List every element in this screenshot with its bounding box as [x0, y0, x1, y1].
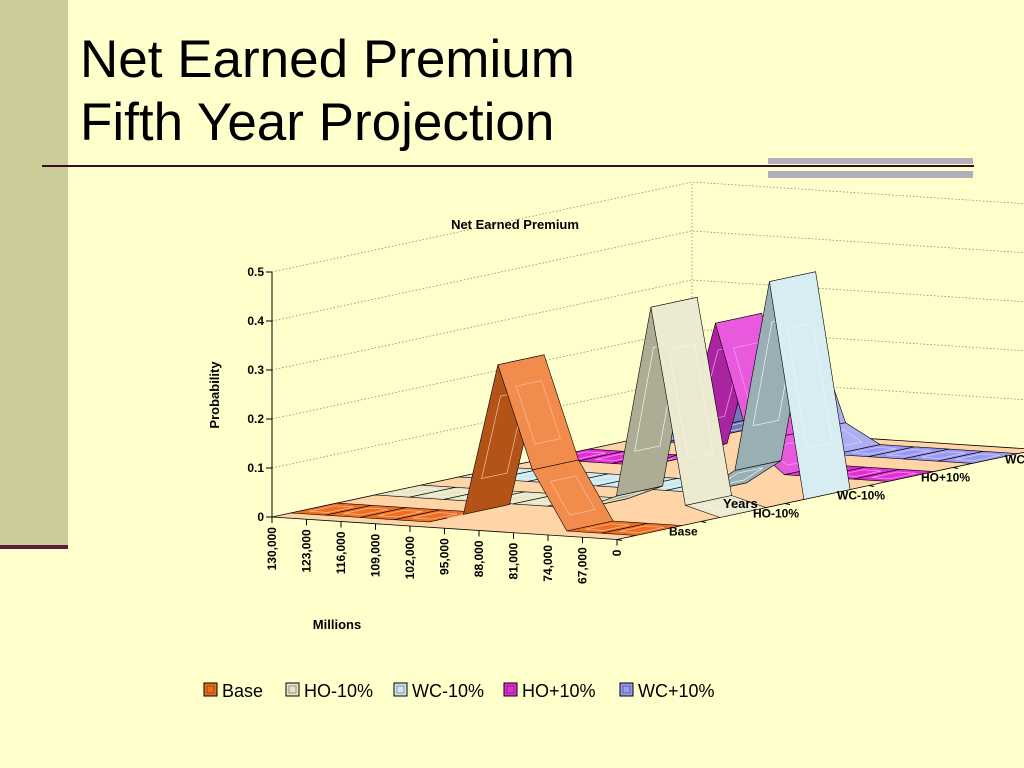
x-tick-label: 0 — [610, 549, 624, 556]
depth-axis-label: WC+10% — [1005, 453, 1024, 467]
chart-texts: Net Earned Premium 0 0.1 0.2 0.3 0.4 0.5 Probab… — [207, 217, 1024, 632]
legend-swatch — [393, 682, 408, 697]
chart-axes — [266, 271, 959, 546]
legend-label: HO+10% — [522, 681, 596, 701]
title-divider — [42, 165, 974, 167]
legend-swatch — [503, 682, 518, 697]
x-tick-label: 130,000 — [265, 527, 279, 571]
legend-item: WC-10% — [393, 681, 484, 701]
series-ribbon-base — [290, 354, 683, 536]
y-tick-label: 0.5 — [247, 265, 264, 279]
slide-title-line-2: Fifth Year Projection — [80, 93, 555, 152]
depth-axis-label: HO-10% — [753, 507, 799, 521]
chart-legend: Base HO-10% WC-10% HO+10% WC+10% — [203, 681, 715, 701]
x-tick-label: 67,000 — [576, 547, 590, 584]
x-tick-label: 88,000 — [472, 540, 486, 577]
y-tick-label: 0.2 — [247, 412, 264, 426]
legend-label: WC-10% — [412, 681, 484, 701]
side-accent-bar — [0, 0, 68, 545]
x-tick-label: 102,000 — [403, 536, 417, 580]
legend-swatch — [619, 682, 634, 697]
legend-item: HO-10% — [285, 681, 373, 701]
y-tick-label: 0.3 — [247, 363, 264, 377]
depth-axis-label: HO+10% — [921, 471, 970, 485]
legend-item: HO+10% — [503, 681, 596, 701]
y-axis-label: Probability — [207, 361, 222, 429]
x-tick-label: 116,000 — [334, 531, 348, 574]
z-axis-label: Years — [723, 496, 758, 511]
legend-label: HO-10% — [304, 681, 373, 701]
ribbon-segment — [601, 522, 683, 536]
x-tick-label: 123,000 — [300, 529, 314, 573]
ribbon-segment — [769, 271, 851, 500]
x-tick-label: 81,000 — [507, 542, 521, 579]
title-divider-accent — [768, 158, 973, 178]
legend-label: Base — [222, 681, 263, 701]
gridline — [271, 181, 1024, 273]
chart-title: Net Earned Premium — [451, 217, 579, 232]
y-tick-label: 0 — [257, 510, 264, 524]
gridline — [271, 230, 1024, 322]
legend-item: Base — [203, 681, 263, 701]
slide-title: Net Earned Premium Fifth Year Projection — [80, 28, 575, 154]
depth-axis-label: WC-10% — [837, 489, 885, 503]
legend-item: WC+10% — [619, 681, 715, 701]
x-tick-label: 95,000 — [438, 538, 452, 575]
side-accent-line — [0, 545, 68, 549]
chart-series-ribbons — [290, 271, 1019, 536]
ribbon-segment — [684, 495, 768, 518]
y-tick-label: 0.4 — [247, 314, 264, 328]
legend-label: WC+10% — [638, 681, 715, 701]
ribbon-segment — [853, 468, 935, 482]
x-axis-label: Millions — [313, 617, 361, 632]
slide-title-line-1: Net Earned Premium — [80, 30, 575, 89]
ribbon-segment — [937, 450, 1019, 464]
legend-swatch — [285, 682, 300, 697]
legend-swatch — [203, 682, 218, 697]
x-tick-label: 109,000 — [369, 533, 383, 577]
x-tick-label: 74,000 — [541, 545, 555, 582]
y-tick-label: 0.1 — [247, 461, 264, 475]
depth-axis-label: Base — [669, 525, 698, 539]
